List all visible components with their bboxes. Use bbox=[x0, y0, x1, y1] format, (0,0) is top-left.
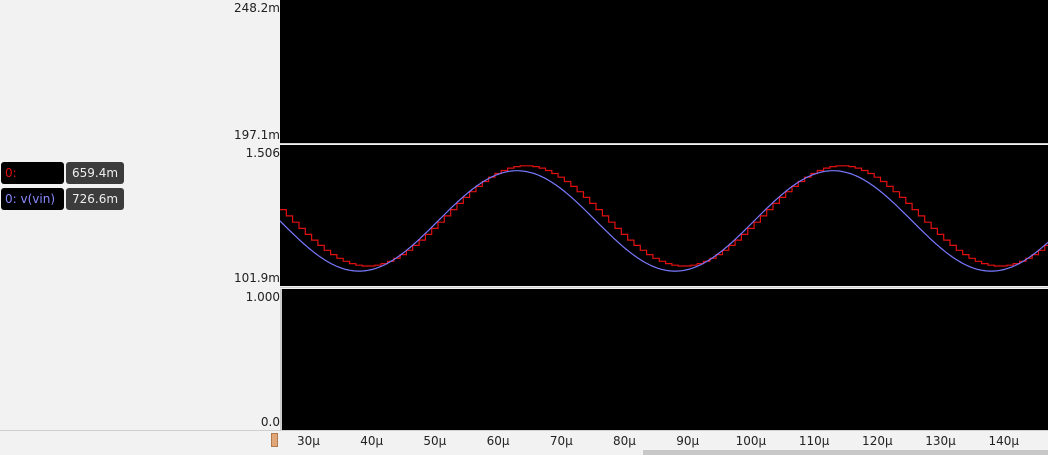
legend-name-vin[interactable]: 0: v(vin) bbox=[1, 188, 64, 210]
pane-divider[interactable] bbox=[280, 143, 1048, 144]
x-tick-label: 30µ bbox=[296, 434, 320, 448]
plot-pane-3[interactable] bbox=[280, 289, 1048, 430]
legend-value-vin: 726.6m bbox=[66, 188, 124, 210]
x-tick-label: 80µ bbox=[613, 434, 636, 448]
pane-1-y-max-label: 248.2m bbox=[233, 1, 280, 15]
x-axis-line bbox=[0, 430, 1048, 431]
x-scrollbar[interactable] bbox=[643, 450, 1048, 455]
x-tick-label: 130µ bbox=[925, 434, 956, 448]
pane-3-y-max-label: 1.000 bbox=[245, 290, 280, 304]
plot-pane-1[interactable] bbox=[280, 0, 1048, 143]
pane-2-y-max-label: 1.506 bbox=[245, 146, 280, 160]
waveform-svg bbox=[279, 165, 1048, 272]
x-tick-label: 90µ bbox=[676, 434, 700, 448]
x-tick-label: 70µ bbox=[549, 434, 573, 448]
legend-name-vsah[interactable]: 0: v(vsah) bbox=[1, 162, 64, 202]
pane-2-y-min-label: 101.9m bbox=[233, 271, 280, 285]
x-tick-label: 140µ bbox=[988, 434, 1020, 448]
x-tick-label: 110µ bbox=[798, 434, 830, 448]
x-axis[interactable]: 30µ 40µ 50µ 60µ 70µ 80µ 90µ 100µ 110µ 120µ 130µ 140… bbox=[280, 430, 1048, 455]
x-tick-label: 120µ bbox=[862, 434, 893, 448]
plot-pane-2[interactable] bbox=[279, 145, 1048, 286]
pane-divider[interactable] bbox=[280, 287, 1048, 288]
pane-1-y-min-label: 197.1m bbox=[233, 128, 280, 142]
x-tick-label: 100µ bbox=[735, 434, 767, 448]
x-tick-label: 50µ bbox=[423, 434, 447, 448]
x-scroll-handle[interactable] bbox=[271, 433, 278, 447]
series-line-vsah[interactable] bbox=[280, 165, 1048, 267]
x-tick-label: 60µ bbox=[486, 434, 510, 448]
x-tick-label: 40µ bbox=[360, 434, 384, 448]
pane-3-y-min-label: 0.0 bbox=[260, 415, 280, 429]
legend-value-vsah: 659.4m bbox=[66, 162, 124, 184]
legend-entry-vsah[interactable]: 0: v(vsah) 659.4m bbox=[1, 162, 124, 202]
series-line-vin[interactable] bbox=[279, 170, 1048, 272]
legend-entry-vin[interactable]: 0: v(vin) 726.6m bbox=[1, 188, 124, 210]
